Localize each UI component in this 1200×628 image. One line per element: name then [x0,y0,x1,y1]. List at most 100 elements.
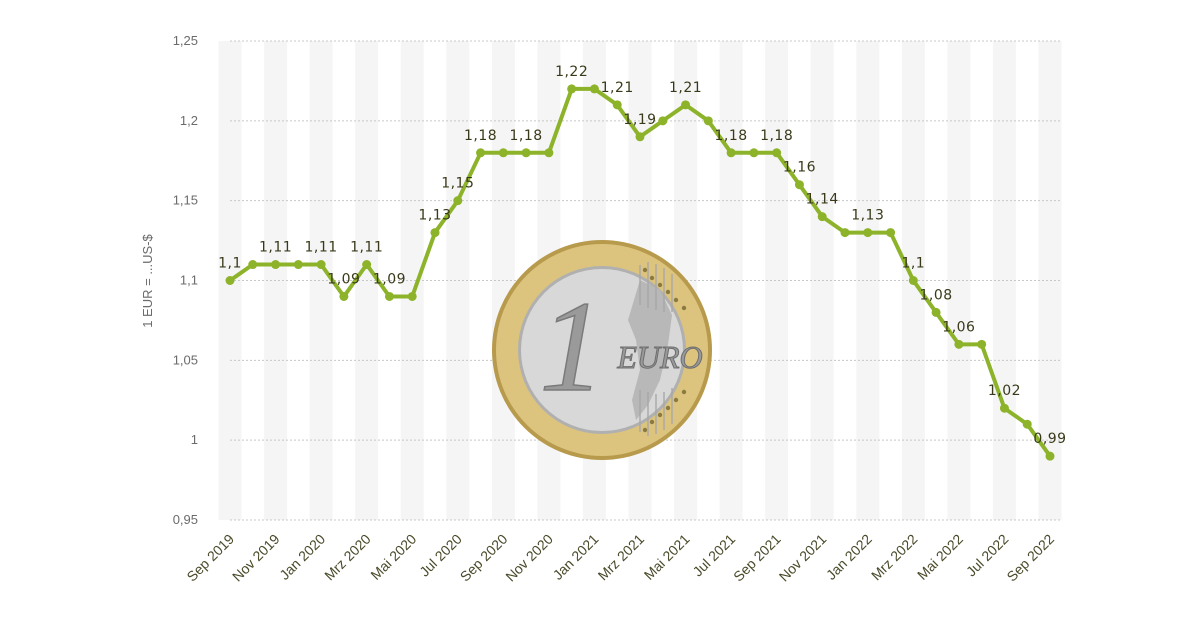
data-labels: 1,11,11 1,111,091,111,091,131,151,18 1,181… [218,64,1066,447]
coin-star [657,412,663,418]
column-band [400,41,424,520]
x-tick-label: Sep 2022 [1003,531,1057,585]
data-label: 1,11 [259,240,292,256]
column-band [309,41,333,520]
y-tick-label: 1,2 [180,113,198,128]
coin-star [649,419,655,425]
x-tick-label: Jan 2022 [823,531,875,583]
coin-star [665,405,671,411]
y-tick-label: 0,95 [173,512,198,527]
data-label: 1,22 [555,64,588,80]
coin-stars [642,267,687,433]
data-label: 1,16 [783,160,816,176]
data-label: 1,21 [669,80,702,96]
x-tick-label: Jan 2020 [276,531,328,583]
data-point [293,260,303,270]
coin-star [665,289,671,295]
data-point [612,100,622,110]
data-point [635,132,645,142]
data-point [977,339,987,349]
x-tick-label: Nov 2020 [502,531,556,585]
coin-star [657,282,663,288]
data-point [886,228,896,238]
data-label: 1,09 [373,271,406,287]
data-point [931,307,941,317]
data-label: 1,08 [920,287,953,303]
data-point [1022,419,1032,429]
x-tick-label: Nov 2019 [229,531,283,585]
data-point [453,196,463,206]
coin-star [642,427,648,433]
data-point [225,276,235,285]
data-label: 1,19 [623,112,656,128]
data-point [544,148,554,158]
column-band [992,41,1016,520]
x-tick-label: Sep 2020 [457,531,511,585]
x-tick-label: Mrz 2020 [321,531,374,584]
y-tick-label: 1,25 [173,33,198,48]
data-label: 1,13 [418,208,451,224]
data-point [339,291,349,301]
data-point [999,403,1009,413]
data-label: 1,13 [851,208,884,224]
x-tick-label: Mai 2020 [367,531,419,583]
data-label: 1,15 [441,176,474,192]
data-point [316,260,326,270]
column-band [446,41,470,520]
data-point [726,148,736,158]
x-tick-label: Mrz 2022 [868,531,921,584]
data-point [476,148,486,158]
data-label: 1,1 [901,256,925,272]
euro-coin-image: 1 EURO [492,240,712,460]
data-label: 1,1 [218,256,242,272]
coin-star [649,275,655,281]
data-point [1045,451,1055,461]
data-label: 1,11 [350,240,383,256]
data-label: 1,21 [601,80,634,96]
column-band [765,41,789,520]
data-point [271,260,281,270]
data-label: 1,18 [760,128,793,144]
y-axis-ticks: 0,95 1 1,05 1,1 1,15 1,2 1,25 [173,33,198,527]
data-point [658,116,668,126]
coin-text: EURO [616,339,702,375]
data-point [362,260,372,270]
data-point [703,116,713,126]
data-points [225,84,1055,461]
data-point [772,148,782,158]
data-point [749,148,759,158]
data-label: 1,02 [988,383,1021,399]
y-tick-label: 1,15 [173,193,198,208]
x-tick-label: Mai 2022 [914,531,966,583]
data-point [681,100,691,110]
y-tick-label: 1 [191,432,198,447]
coin-star [642,267,648,273]
data-point [498,148,508,158]
data-point [589,84,599,94]
data-point [567,84,577,94]
data-point [817,212,827,222]
data-point [863,228,873,238]
x-tick-label: Mai 2021 [641,531,693,583]
data-point [908,276,918,285]
x-tick-label: Sep 2019 [183,531,237,585]
data-label: 1,11 [305,240,338,256]
coin-star [673,297,679,303]
data-label: 1,09 [327,271,360,287]
data-point [248,260,258,270]
x-tick-label: Sep 2021 [730,531,784,585]
x-tick-label: Nov 2021 [776,531,830,585]
x-tick-label: Jan 2021 [550,531,602,583]
data-point [407,291,417,301]
data-point [954,339,964,349]
data-label: 1,06 [942,319,975,335]
coin-star [681,389,687,395]
x-tick-label: Mrz 2021 [595,531,648,584]
coin-star [673,397,679,403]
coin-numeral: 1 [540,275,605,419]
y-axis-label: 1 EUR = ...US-$ [140,233,155,327]
data-label: 1,14 [806,192,839,208]
data-point [384,291,394,301]
